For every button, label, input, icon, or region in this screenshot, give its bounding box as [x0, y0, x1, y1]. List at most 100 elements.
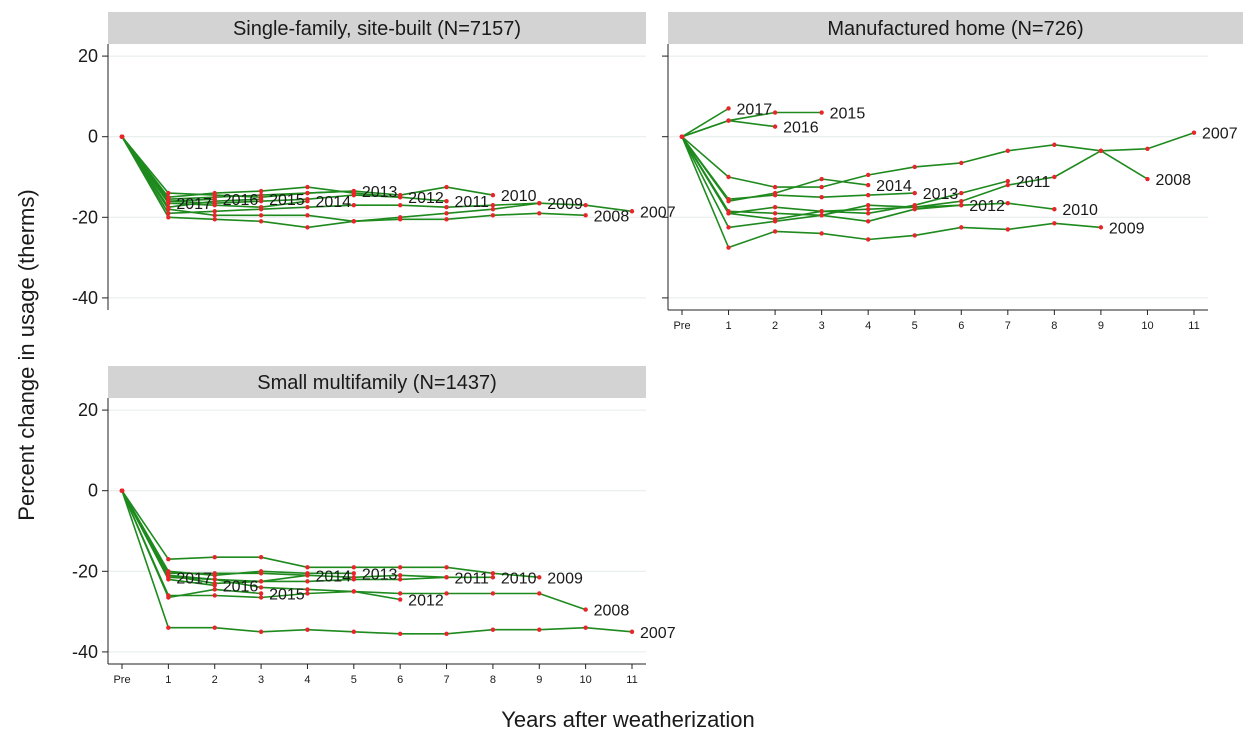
x-tick-label: Pre [113, 674, 130, 686]
data-point-2007 [629, 209, 635, 214]
series-label-2009: 2009 [1109, 220, 1145, 237]
data-point-2015 [258, 591, 264, 596]
data-point-2013 [258, 569, 264, 574]
x-tick-label: Pre [673, 320, 690, 332]
data-point-2009 [912, 233, 917, 238]
series-label-2010: 2010 [1062, 202, 1098, 219]
data-point-2008 [583, 607, 588, 612]
data-point-2009 [351, 219, 357, 224]
data-point-2014 [258, 205, 264, 210]
data-point-2017 [119, 134, 125, 139]
data-point-2014 [305, 198, 310, 204]
data-point-2014 [212, 203, 217, 208]
data-point-2017 [166, 575, 171, 580]
data-point-2007 [258, 629, 264, 634]
data-point-2011 [1005, 178, 1011, 184]
y-tick-label: 0 [88, 127, 98, 147]
data-point-2012 [865, 219, 871, 224]
series-label-2010: 2010 [501, 570, 537, 587]
x-tick-label: 5 [351, 674, 357, 686]
data-point-2009 [772, 229, 778, 234]
data-point-2012 [305, 184, 310, 190]
panel-title: Manufactured home (N=726) [827, 18, 1083, 40]
data-point-2015 [166, 205, 171, 210]
x-tick-label: 6 [397, 674, 403, 686]
x-tick-label: 11 [626, 674, 637, 686]
data-point-2007 [397, 203, 403, 208]
data-point-2013 [166, 190, 171, 196]
series-label-2016: 2016 [783, 120, 819, 137]
data-point-2012 [212, 577, 217, 582]
data-point-2007 [444, 631, 449, 636]
x-tick-label: 1 [725, 320, 731, 332]
series-line-2011 [121, 490, 447, 583]
data-point-2011 [351, 577, 357, 582]
data-point-2015 [819, 110, 824, 115]
data-point-2009 [490, 571, 496, 576]
data-point-2011 [772, 205, 778, 210]
data-point-2012 [959, 203, 964, 208]
data-point-2016 [726, 118, 731, 123]
series-line-2017 [121, 490, 170, 578]
series-line-2017 [681, 107, 729, 138]
data-point-2011 [397, 577, 403, 582]
data-point-2008 [305, 225, 310, 230]
series-label-2016: 2016 [223, 192, 259, 209]
panel-header [668, 12, 1243, 44]
data-point-2009 [490, 207, 496, 212]
x-tick-label: 2 [212, 674, 218, 686]
data-point-2009 [351, 565, 357, 570]
data-point-2007 [537, 627, 542, 632]
data-point-2009 [305, 565, 310, 570]
series-label-2009: 2009 [547, 196, 583, 213]
panel-header [108, 12, 646, 44]
data-point-2007 [772, 184, 778, 190]
data-point-2007 [1005, 148, 1011, 154]
data-point-2011 [444, 575, 449, 580]
x-tick-label: 6 [958, 320, 964, 332]
x-tick-label: 11 [1188, 320, 1199, 332]
data-point-2010 [865, 203, 871, 208]
data-point-2012 [772, 211, 778, 216]
data-point-2008 [1098, 148, 1104, 154]
x-tick-label: 10 [1141, 320, 1153, 332]
series-label-2012: 2012 [408, 593, 444, 610]
y-tick-label: 20 [78, 400, 98, 420]
series-line-2008 [121, 136, 586, 229]
data-point-2007 [1191, 130, 1197, 135]
x-tick-label: 8 [490, 674, 496, 686]
data-point-2009 [305, 213, 310, 218]
data-point-2009 [959, 225, 964, 230]
data-point-2017 [726, 106, 731, 111]
data-point-2012 [397, 597, 403, 602]
series-line-2009 [121, 490, 540, 579]
data-point-2013 [912, 190, 917, 196]
data-point-2008 [305, 591, 310, 596]
data-point-2008 [583, 213, 588, 218]
data-point-2009 [444, 211, 449, 216]
data-point-2008 [490, 591, 496, 596]
data-point-2010 [444, 184, 449, 190]
y-tick-label: -40 [72, 288, 98, 308]
x-tick-label: 4 [865, 320, 871, 332]
data-point-2010 [397, 573, 403, 578]
data-point-2007 [629, 629, 635, 634]
data-point-2012 [726, 209, 731, 214]
series-label-2017: 2017 [737, 101, 773, 118]
data-point-2009 [258, 554, 264, 560]
data-point-2008 [490, 213, 496, 218]
series-line-2010 [121, 490, 493, 579]
x-tick-label: 3 [819, 320, 825, 332]
series-line-2015 [121, 136, 262, 208]
data-point-2007 [397, 631, 403, 636]
data-point-2010 [490, 575, 496, 580]
data-point-2009 [726, 245, 731, 250]
data-point-2007 [912, 164, 917, 170]
series-label-2011: 2011 [455, 194, 490, 211]
data-point-2011 [444, 198, 449, 204]
x-tick-label: 10 [580, 674, 592, 686]
data-point-2008 [959, 198, 964, 204]
data-point-2015 [212, 587, 217, 592]
series-label-2014: 2014 [876, 178, 912, 195]
